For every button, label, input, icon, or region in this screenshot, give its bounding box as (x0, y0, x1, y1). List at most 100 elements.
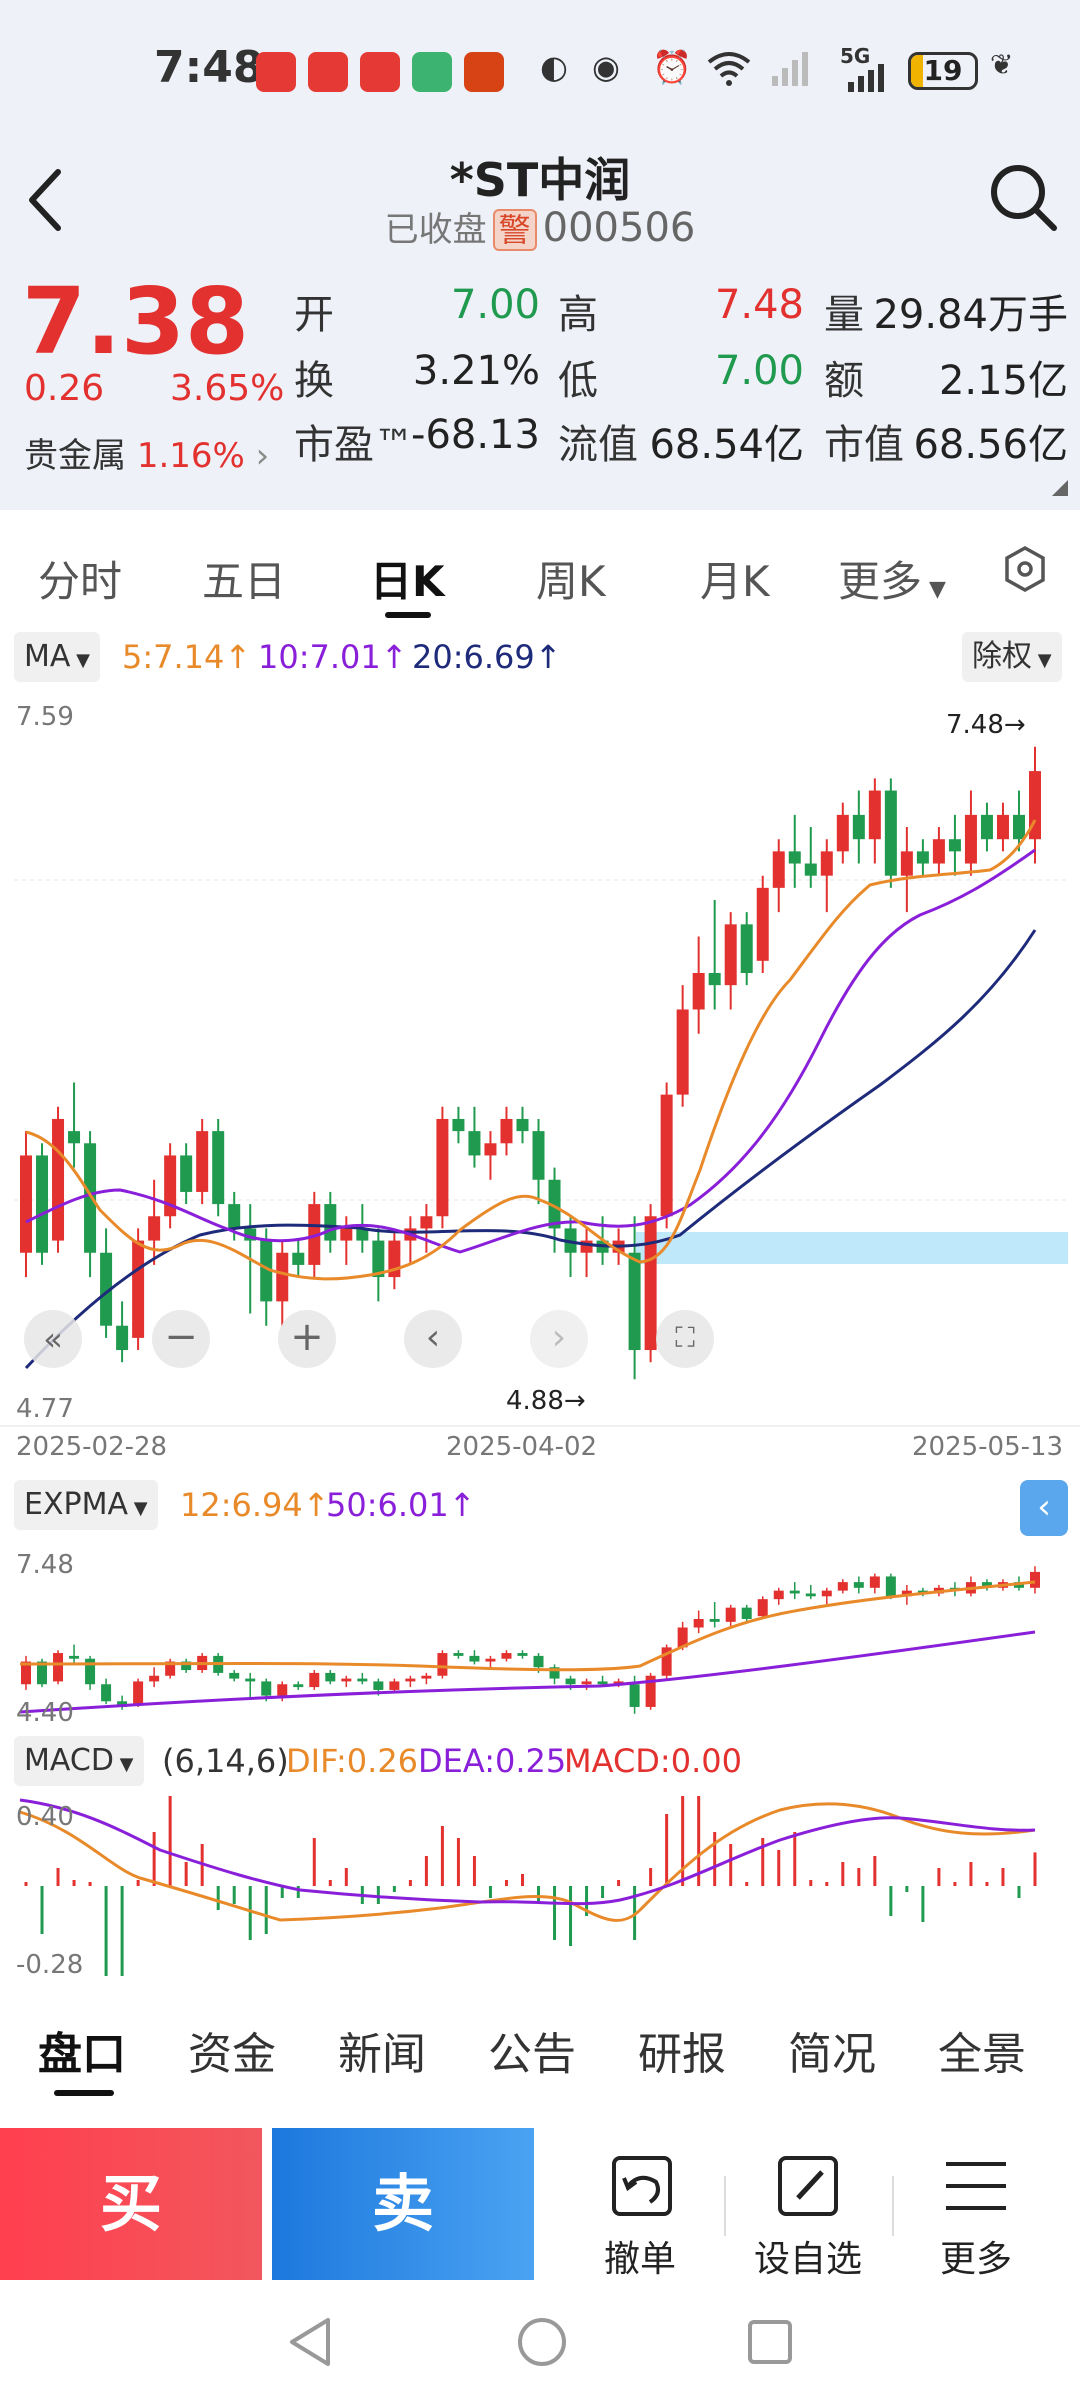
tab-panorama[interactable]: 全景 (938, 2029, 1026, 2080)
nav-home-icon[interactable] (514, 2314, 570, 2370)
candle-body (788, 851, 801, 864)
chart-settings-icon[interactable] (1000, 544, 1050, 604)
tab-research[interactable]: 研报 (638, 2029, 726, 2080)
mini-candle-body (805, 1593, 816, 1597)
expma-selector[interactable]: EXPMA ▼ (14, 1480, 158, 1530)
mini-candle-body (437, 1653, 448, 1676)
ma5-value: 5:7.14↑ (122, 638, 252, 676)
candle-body (868, 790, 881, 840)
macd-chart (19, 1796, 1037, 1976)
nav-back-icon[interactable] (284, 2314, 336, 2370)
mini-candle-body (853, 1582, 864, 1588)
more-actions-button[interactable]: 更多 (906, 2150, 1046, 2280)
tab-news[interactable]: 新闻 (338, 2029, 426, 2080)
tab-monthly-k[interactable]: 月K (700, 557, 770, 606)
fullscreen-icon[interactable]: ⛶ (656, 1310, 714, 1368)
mini-candle-body (485, 1658, 496, 1662)
scroll-left-button[interactable]: ‹ (404, 1310, 462, 1368)
tab-five-day[interactable]: 五日 (202, 557, 287, 606)
mini-candle-body (725, 1607, 736, 1622)
cancel-order-button[interactable]: 撤单 (570, 2150, 710, 2280)
collapse-panel-icon[interactable]: ‹ (1020, 1480, 1068, 1536)
expma12-value: 12:6.94↑ (180, 1486, 330, 1524)
mini-candle-body (357, 1678, 368, 1682)
candle-body (420, 1216, 433, 1229)
ma20-line (24, 929, 1037, 1370)
zoom-in-button[interactable]: + (278, 1310, 336, 1368)
tab-profile[interactable]: 简况 (788, 2029, 876, 2080)
kline-chart[interactable] (0, 700, 1080, 1470)
pe-label: 市盈™ (294, 422, 414, 468)
ma10-value: 10:7.01↑ (258, 638, 408, 676)
battery-icon: 19 (908, 52, 978, 90)
nav-recents-icon[interactable] (744, 2316, 796, 2368)
macd-value: MACD:0.00 (564, 1742, 742, 1780)
ma-selector[interactable]: MA ▼ (14, 632, 100, 682)
candle-body (852, 814, 865, 840)
expma-y-min: 4.40 (16, 1698, 74, 1728)
amount-value: 2.15亿 (938, 358, 1068, 404)
mini-candle-body (869, 1576, 880, 1588)
candle-body (804, 863, 817, 876)
macd-selector[interactable]: MACD ▼ (14, 1736, 144, 1786)
ma5-line (25, 819, 1037, 1281)
low-annotation: 4.88→ (506, 1386, 586, 1416)
sell-button[interactable]: 卖 (272, 2128, 534, 2280)
signal-icon (770, 48, 814, 88)
date-end: 2025-05-13 (912, 1432, 1064, 1462)
tab-funds[interactable]: 资金 (188, 2029, 276, 2080)
undo-icon (612, 2156, 672, 2216)
tab-orderbook[interactable]: 盘口 (38, 2029, 126, 2080)
tab-weekly-k[interactable]: 周K (536, 557, 606, 606)
mini-candle-body (645, 1675, 656, 1707)
candle-body (916, 851, 929, 864)
support-band (636, 1232, 1068, 1264)
mini-candle-body (469, 1655, 480, 1662)
candle-body (676, 1009, 689, 1095)
macd-y-max: 0.40 (16, 1802, 74, 1832)
tab-more[interactable]: 更多 ▼ (838, 557, 946, 606)
tab-intraday[interactable]: 分时 (38, 557, 123, 606)
search-button[interactable] (986, 160, 1060, 234)
sector-link[interactable]: 贵金属 1.16% › (24, 428, 269, 477)
buy-button[interactable]: 买 (0, 2128, 262, 2280)
back-button[interactable] (18, 160, 78, 240)
app-notification-icon (256, 52, 296, 92)
candle-body (532, 1131, 545, 1180)
date-start: 2025-02-28 (16, 1432, 168, 1462)
candle-body (756, 887, 769, 961)
mini-candle-body (165, 1661, 176, 1676)
rewind-icon[interactable]: « (24, 1310, 82, 1368)
dea-value: DEA:0.25 (418, 1742, 567, 1780)
candle-body (68, 1131, 81, 1144)
edit-icon (778, 2156, 838, 2216)
divider (892, 2176, 894, 2236)
app-notification-icon (308, 52, 348, 92)
mini-candle-body (229, 1672, 240, 1679)
adjust-selector[interactable]: 除权 ▼ (962, 632, 1062, 682)
mini-candle-body (533, 1655, 544, 1668)
candle-body (900, 851, 913, 876)
turnover-value: 3.21% (412, 348, 540, 394)
candle-body (452, 1118, 465, 1132)
mini-candle-body (565, 1678, 576, 1685)
warning-badge: 警 (492, 209, 537, 251)
add-watchlist-button[interactable]: 设自选 (738, 2150, 878, 2280)
zoom-out-button[interactable]: − (152, 1310, 210, 1368)
mini-candle-body (325, 1672, 336, 1682)
scroll-right-button[interactable]: › (530, 1310, 588, 1368)
tab-announcements[interactable]: 公告 (488, 2029, 576, 2080)
candle-body (116, 1325, 129, 1351)
candle-body (644, 1216, 657, 1351)
mini-candle-body (69, 1655, 80, 1659)
stock-code: 000506 (542, 205, 696, 251)
mini-candle-body (245, 1678, 256, 1682)
tab-daily-k[interactable]: 日K (370, 557, 445, 606)
turnover-label: 换 (294, 358, 334, 404)
candle-body (1012, 814, 1025, 840)
kline-y-min: 4.77 (16, 1394, 74, 1424)
candle-body (484, 1143, 497, 1156)
expand-corner-icon[interactable] (1052, 480, 1068, 496)
menu-icon (946, 2162, 1006, 2210)
more-actions-label: 更多 (939, 2239, 1012, 2280)
